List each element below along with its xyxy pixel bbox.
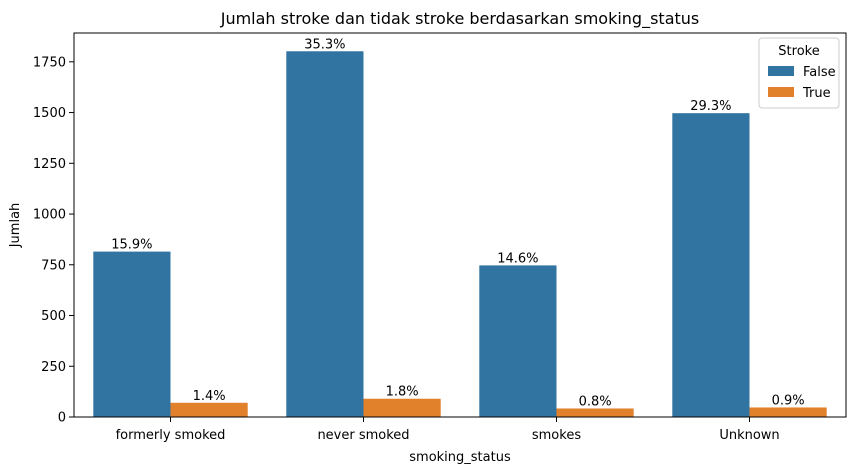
x-tick-label: formerly smoked xyxy=(116,428,226,443)
bar-data-label: 29.3% xyxy=(690,99,731,114)
y-tick-label: 1250 xyxy=(33,157,66,172)
y-tick-label: 750 xyxy=(41,258,66,273)
data-labels: 15.9% 35.3% 14.6% 29.3% 1.4% 1.8% 0.8% 0.9% xyxy=(111,37,804,409)
bar-true-0 xyxy=(170,402,248,417)
bar-data-label: 15.9% xyxy=(111,238,152,253)
bar-data-label: 1.8% xyxy=(386,385,419,400)
legend-items: False True xyxy=(768,65,836,101)
y-tick-label: 250 xyxy=(41,360,66,375)
chart-title: Jumlah stroke dan tidak stroke berdasark… xyxy=(220,9,700,29)
y-tick-label: 1750 xyxy=(33,55,66,70)
y-tick-label: 1000 xyxy=(33,208,66,223)
x-axis-label: smoking_status xyxy=(409,450,511,465)
bar-data-label: 35.3% xyxy=(304,37,345,52)
legend-swatch-false xyxy=(768,66,794,76)
bar-false-2 xyxy=(479,265,557,417)
legend-title: Stroke xyxy=(778,44,819,59)
y-tick-label: 500 xyxy=(41,309,66,324)
bar-false-0 xyxy=(93,251,171,417)
legend: Stroke False True xyxy=(758,37,840,109)
legend-swatch-true xyxy=(768,87,794,97)
bar-data-label: 0.9% xyxy=(772,393,805,408)
plot-frame xyxy=(73,32,847,418)
y-axis: 0 250 500 750 1000 1250 1500 1750 xyxy=(33,55,74,426)
bar-false-3 xyxy=(672,113,750,418)
x-tick-label: Unknown xyxy=(719,428,779,443)
x-tick-label: smokes xyxy=(532,428,581,443)
bar-data-label: 14.6% xyxy=(497,251,538,266)
x-tick-label: never smoked xyxy=(317,428,409,443)
legend-label-true: True xyxy=(802,86,831,101)
legend-label-false: False xyxy=(803,65,836,80)
bars xyxy=(93,51,827,418)
bar-false-1 xyxy=(286,51,364,417)
bar-data-label: 0.8% xyxy=(579,394,612,409)
bar-true-3 xyxy=(749,407,827,417)
bar-true-2 xyxy=(556,408,634,417)
y-tick-label: 0 xyxy=(58,411,66,426)
bar-true-1 xyxy=(363,398,441,417)
y-axis-label: Jumlah xyxy=(8,203,23,249)
y-tick-label: 1500 xyxy=(33,106,66,121)
x-axis: formerly smoked never smoked smokes Unknown xyxy=(116,417,780,443)
bar-data-label: 1.4% xyxy=(193,389,226,404)
